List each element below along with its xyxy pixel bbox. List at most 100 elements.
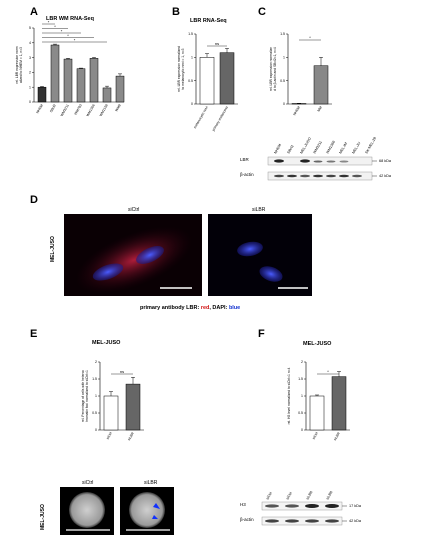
bar-F-siCtrl: [309, 395, 325, 431]
category-label: siCtrl: [106, 431, 113, 440]
blot-c-lbr-band: [339, 160, 349, 163]
bar-E-siCtrl: [103, 395, 119, 431]
category-label: siLBR: [127, 431, 135, 441]
y-tick-label: 1.5: [280, 32, 285, 36]
blot-f-actin-band: [265, 519, 279, 523]
e-left-title: siCtrl: [82, 480, 94, 486]
category-label: siLBR: [333, 431, 341, 441]
y-tick-label: 2: [95, 360, 97, 364]
panel-label-c: C: [258, 6, 266, 18]
panel-label-d: D: [30, 194, 38, 206]
significance-mark: ns: [215, 41, 219, 46]
micrograph-d-silbr-svg: [208, 214, 312, 296]
y-tick-label: 3: [29, 56, 31, 60]
panel-label-e: E: [30, 328, 38, 340]
panel-label-f: F: [258, 328, 265, 340]
blot-lane-label: NHEM: [273, 143, 282, 154]
bar-A-WM793: [76, 68, 86, 103]
significance-mark: *: [67, 33, 69, 38]
micrograph-d-sictrl-svg: [64, 214, 202, 296]
y-tick-label: 0.5: [298, 411, 303, 415]
y-axis-label: to melanocytic nevi = 1, n=3: [181, 48, 185, 89]
blot-c-row-label-actin: β-actin: [240, 172, 254, 177]
y-axis-label: rel. LBR expression normalize: [269, 47, 273, 91]
y-tick-label: 1: [191, 56, 193, 60]
bar-C-NHEM: [291, 103, 307, 105]
heterochromatin-focus-marker: [152, 515, 158, 519]
blot-f-size-17: 17 kDa: [349, 504, 362, 508]
micrograph-d-sictrl: [64, 214, 202, 296]
blot-lane-label: MEL-JU: [351, 141, 361, 155]
y-tick-label: 2: [301, 360, 303, 364]
panel-label-b: B: [172, 6, 180, 18]
blot-f-h3-band: [325, 504, 339, 508]
category-label: SBcl2: [49, 103, 57, 113]
significance-mark: *: [61, 28, 63, 33]
y-tick-label: 0.5: [188, 79, 193, 83]
d-left-title: siCtrl: [128, 207, 140, 213]
blot-f-row-label-h3: H3: [240, 502, 246, 507]
bar-A-WM3211: [63, 58, 73, 103]
blot-c-lbr-band: [274, 159, 284, 163]
bar-A-WM9: [115, 75, 125, 103]
blot-lane-label: WM3211: [312, 140, 323, 154]
significance-mark: *: [74, 37, 76, 42]
y-tick-label: 0: [283, 102, 285, 106]
blot-c-size-42: 42 kDa: [379, 174, 392, 178]
blot-f-actin-band: [285, 519, 299, 523]
blot-c-svg: NHEM SBcl2 MEL-JUSO WM3211 WM1366 MEL-IM MEL-J…: [267, 136, 377, 181]
blot-lane-label: MEL-JUSO: [299, 137, 312, 155]
blot-c-size-68: 68 kDa: [379, 159, 392, 163]
y-tick-label: 1.5: [92, 377, 97, 381]
y-axis-label: hromatin foci normalized to siCtrl=1: [85, 370, 89, 422]
blot-lane-label: siLBR: [325, 490, 333, 501]
bar-B-melanocytic nevi: [199, 57, 215, 105]
blot-lane-label: MEL-IM: [338, 142, 348, 155]
d-caption: primary antibody LBR: red, DAPI: blue: [140, 305, 240, 311]
significance-mark: ns: [120, 369, 124, 374]
micrograph-e-sictrl-svg: [60, 487, 114, 535]
blot-lane-label: SBcl2: [286, 144, 294, 154]
e-right-title: siLBR: [144, 480, 158, 486]
panel-e-title: MEL-JUSO: [92, 340, 121, 346]
panel-a-title: LBR WM RNA-Seq: [46, 16, 94, 22]
nucleus: [129, 492, 165, 528]
y-tick-label: 1: [95, 394, 97, 398]
d-caption-blue: blue: [228, 305, 241, 311]
category-label: NHEM: [292, 105, 301, 116]
bar-F-siLBR: [331, 376, 347, 431]
nucleus: [69, 492, 105, 528]
d-row-label: MEL-JUSO: [50, 236, 56, 262]
y-tick-label: 0: [301, 428, 303, 432]
y-tick-label: 0: [191, 102, 193, 106]
micrograph-e-silbr: [120, 487, 174, 535]
y-tick-label: 1: [283, 56, 285, 60]
panel-f-title: MEL-JUSO: [303, 341, 332, 347]
y-axis-label: rel. Percentage of cells with heteroc: [81, 370, 85, 423]
blot-f-size-42: 42 kDa: [349, 519, 362, 523]
micrograph-e-silbr-svg: [120, 487, 174, 535]
y-tick-label: 0: [29, 100, 31, 104]
panel-b-title: LBR RNA-Seq: [190, 18, 227, 24]
micrograph-d-silbr: [208, 214, 312, 296]
y-tick-label: 0.5: [280, 79, 285, 83]
y-tick-label: 1.5: [298, 377, 303, 381]
category-label: siCtrl: [312, 431, 319, 440]
western-blot-f: siCtrl siCtrl siLBR siLBR H3 β-actin 17 kDa…: [238, 490, 426, 532]
blot-lane-label: SK-MEL-28: [364, 136, 377, 154]
y-axis-label: rel. H3 level normalized to siCtrl=1 n=4: [287, 367, 291, 424]
e-row-label: MEL-JUSO: [40, 504, 46, 530]
category-label: WM3211: [60, 103, 70, 117]
bar-A-WM1158: [102, 87, 112, 103]
y-axis-label: rel. LBR expression norm: [15, 46, 19, 83]
y-tick-label: 1: [29, 85, 31, 89]
western-blot-c: NHEM SBcl2 MEL-JUSO WM3211 WM1366 MEL-IM MEL-J…: [238, 132, 426, 192]
category-label: primary melanoma: [211, 105, 229, 131]
y-tick-label: 1: [301, 394, 303, 398]
blot-c-actin-band: [352, 174, 362, 178]
blot-f-svg: siCtrl siCtrl siLBR siLBR: [261, 490, 347, 526]
blot-c-lbr-band: [313, 160, 323, 163]
significance-mark: *: [48, 19, 50, 24]
blot-f-h3-band: [285, 504, 299, 508]
